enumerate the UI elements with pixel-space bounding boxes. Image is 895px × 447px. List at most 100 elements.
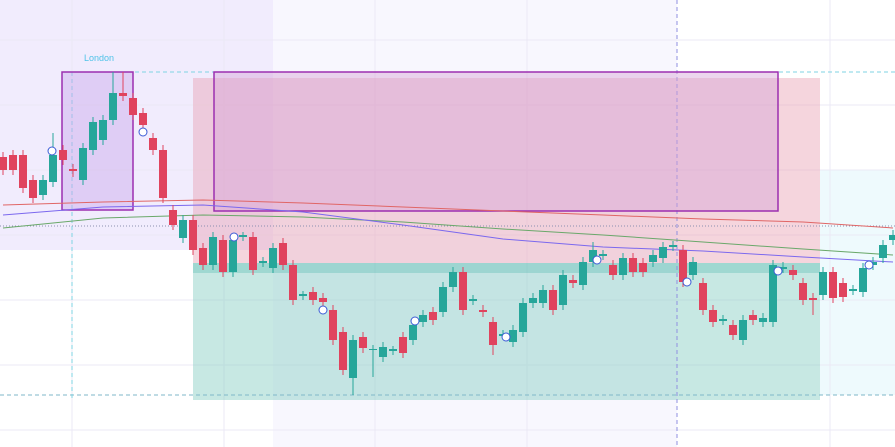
candle-body xyxy=(289,265,297,300)
candle-body xyxy=(549,290,557,310)
candle-body xyxy=(679,250,687,282)
candle-body xyxy=(449,272,457,287)
candle-body xyxy=(849,289,857,291)
candle-body xyxy=(779,267,787,269)
target-zone xyxy=(193,263,820,400)
candle-body xyxy=(789,270,797,275)
moving-average xyxy=(2,199,894,229)
candle-body xyxy=(889,235,895,240)
candle-body xyxy=(79,148,87,180)
candle-body xyxy=(479,310,487,312)
candle-body xyxy=(29,180,37,198)
moving-averages xyxy=(2,199,894,263)
candle-body xyxy=(169,210,177,225)
candle-body xyxy=(729,325,737,335)
candle-body xyxy=(349,340,357,378)
candle-body xyxy=(149,138,157,150)
candle-body xyxy=(339,332,347,370)
candle-body xyxy=(189,220,197,250)
signal-marker xyxy=(229,232,239,242)
signal-marker xyxy=(592,255,602,265)
candle-body xyxy=(809,298,817,300)
candle-body xyxy=(119,93,127,96)
candle-body xyxy=(239,235,247,237)
candle-body xyxy=(619,258,627,275)
candle-body xyxy=(9,155,17,170)
candle-body xyxy=(99,120,107,140)
candle-body xyxy=(0,157,7,170)
range-box xyxy=(61,71,134,211)
candle-body xyxy=(659,247,667,258)
candle-body xyxy=(799,283,807,300)
candle-body xyxy=(819,272,827,295)
candle-body xyxy=(579,262,587,285)
candle-body xyxy=(59,150,67,160)
candle-body xyxy=(419,315,427,322)
candle-body xyxy=(859,268,867,292)
candle-body xyxy=(49,155,57,182)
candle-body xyxy=(279,243,287,265)
signal-marker xyxy=(410,316,420,326)
candle-body xyxy=(559,275,567,305)
signal-marker xyxy=(501,332,511,342)
candle-body xyxy=(319,298,327,302)
candle-body xyxy=(129,98,137,115)
signal-marker xyxy=(682,277,692,287)
candle-body xyxy=(829,272,837,298)
candle-body xyxy=(469,299,477,301)
candle-body xyxy=(209,237,217,265)
candle-body xyxy=(19,155,27,188)
candle-body xyxy=(409,325,417,340)
candle-body xyxy=(269,248,277,268)
moving-average xyxy=(2,204,894,263)
signal-marker xyxy=(864,260,874,270)
candle-body xyxy=(569,280,577,283)
candle-body xyxy=(629,258,637,272)
session-background xyxy=(0,0,273,250)
candle-body xyxy=(259,261,267,263)
candle-body xyxy=(139,113,147,125)
candle-body xyxy=(249,237,257,270)
candle-body xyxy=(739,320,747,340)
candle-body xyxy=(719,319,727,321)
candle-body xyxy=(69,169,77,171)
stop-zone xyxy=(193,78,820,263)
candle-body xyxy=(439,287,447,312)
session-label: London xyxy=(84,53,114,63)
signal-marker xyxy=(318,305,328,315)
candle-body xyxy=(609,265,617,275)
candle-body xyxy=(689,262,697,275)
candle-body xyxy=(519,303,527,332)
candle-body xyxy=(159,150,167,198)
candle-body xyxy=(89,122,97,150)
signal-markers xyxy=(47,127,874,342)
candle-body xyxy=(529,298,537,303)
candle-body xyxy=(759,318,767,322)
candle-body xyxy=(699,283,707,310)
range-box xyxy=(213,71,779,212)
candle-body xyxy=(599,254,607,256)
candle-body xyxy=(649,255,657,262)
candle-body xyxy=(589,250,597,262)
candle-body xyxy=(429,312,437,320)
candle-body xyxy=(669,245,677,247)
candle-body xyxy=(389,349,397,351)
candle-body xyxy=(639,263,647,272)
candle-body xyxy=(509,330,517,342)
signal-marker xyxy=(138,127,148,137)
candle-body xyxy=(489,322,497,345)
candle-body xyxy=(359,337,367,348)
candles xyxy=(0,72,895,395)
candle-body xyxy=(199,248,207,265)
signal-marker xyxy=(47,146,57,156)
candle-body xyxy=(459,272,467,310)
moving-average xyxy=(2,214,894,256)
candle-body xyxy=(709,310,717,322)
candle-body xyxy=(179,220,187,238)
candle-body xyxy=(539,290,547,303)
candle-body xyxy=(749,315,757,320)
candle-body xyxy=(399,337,407,353)
candle-body xyxy=(879,245,887,258)
